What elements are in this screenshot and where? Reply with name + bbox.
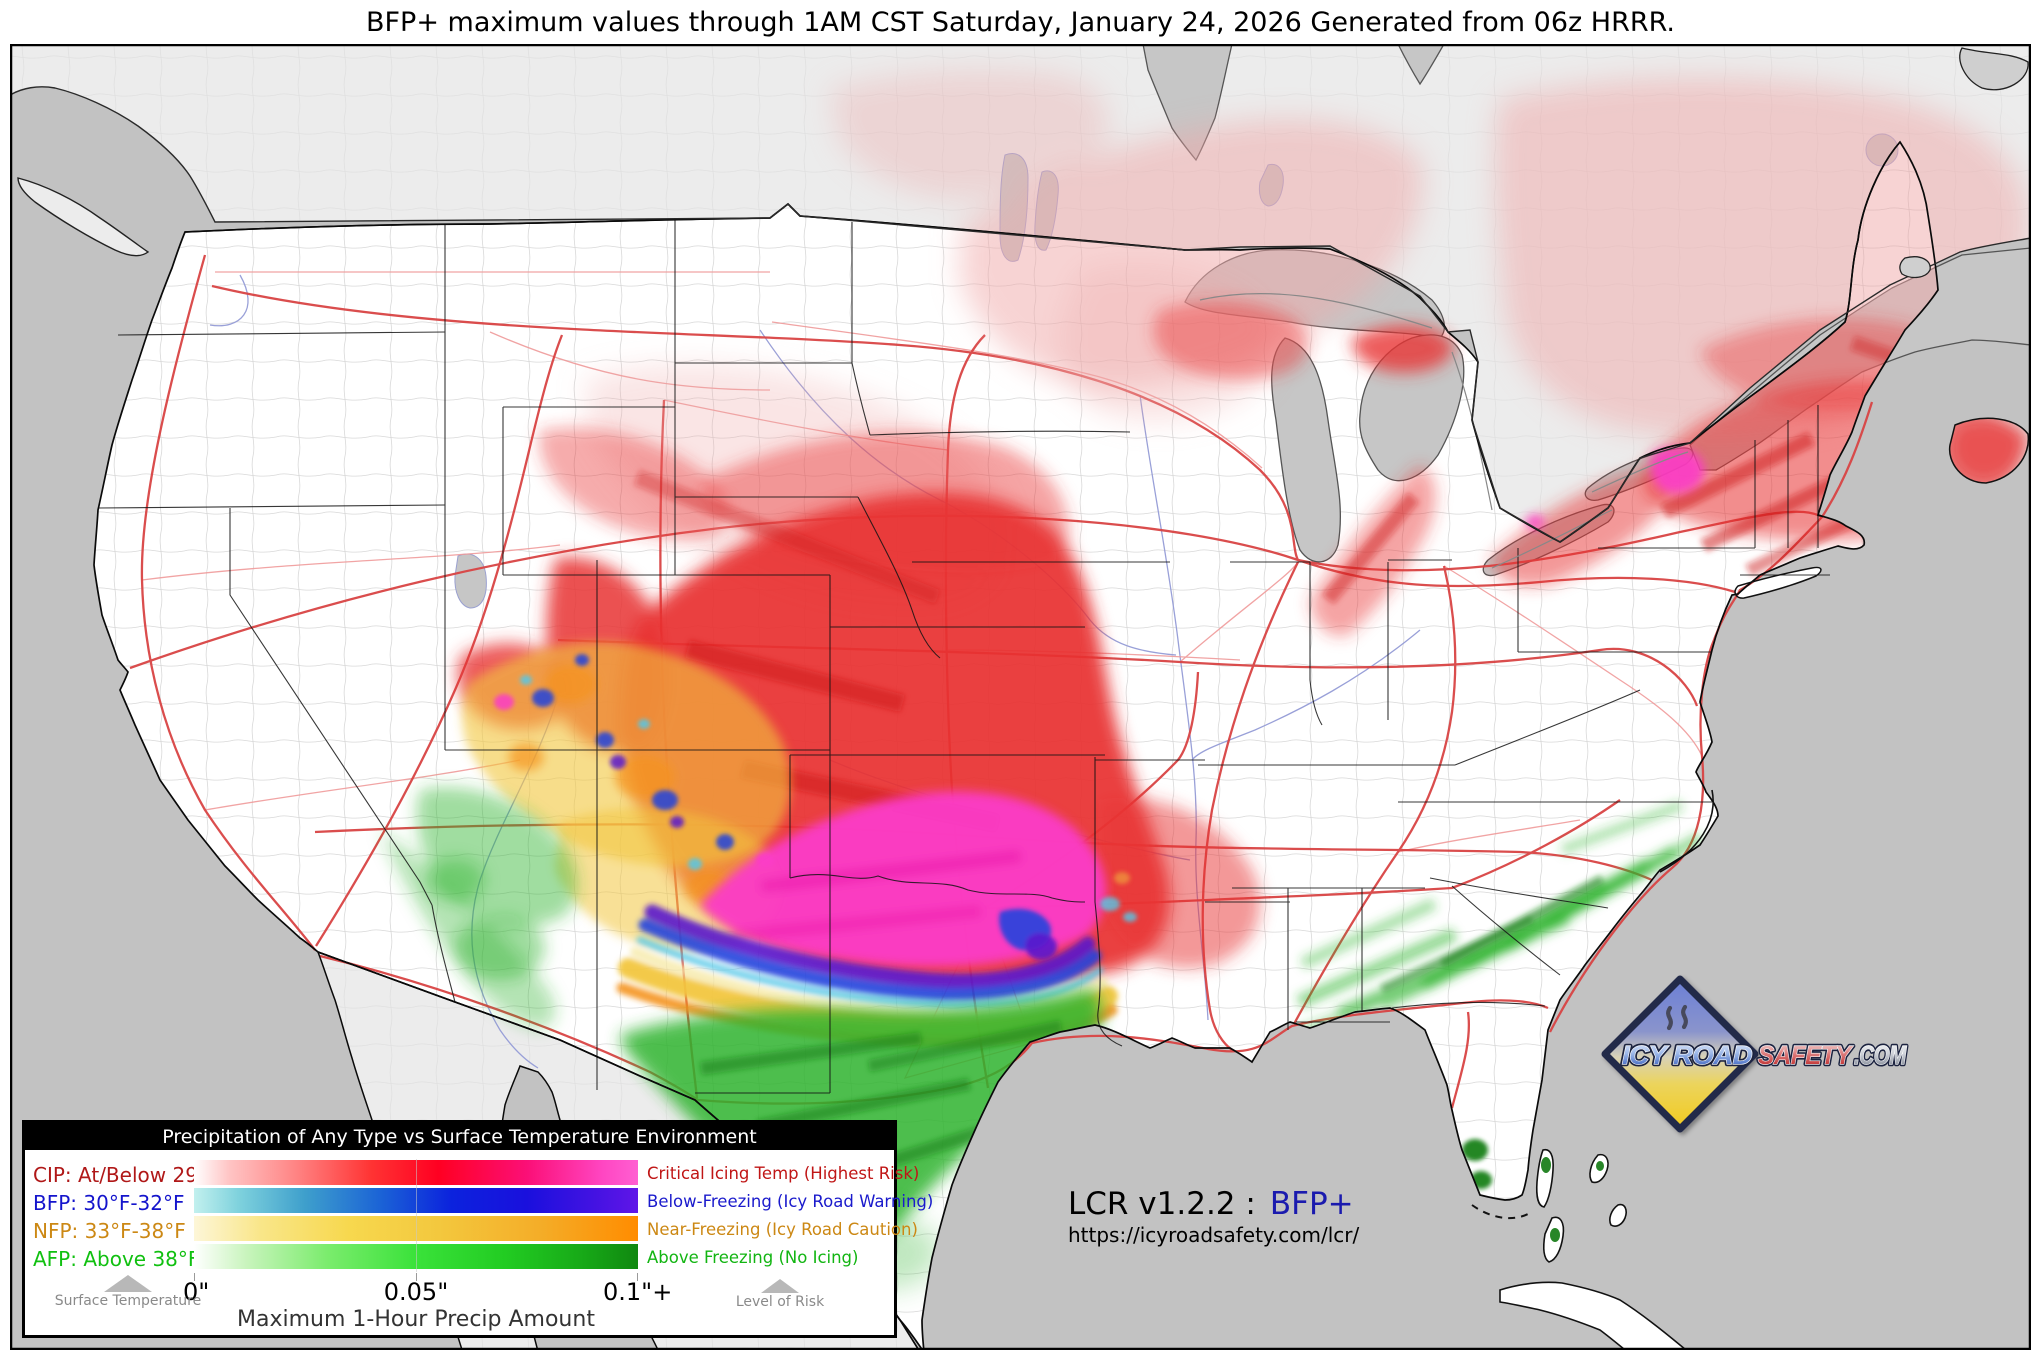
svg-text:.COM: .COM (1854, 1040, 1907, 1070)
map-frame-border (10, 44, 2031, 1350)
axis-label-mid: 0.05" (383, 1278, 449, 1306)
legend-risk-nfp: Near-Freezing (Icy Road Caution) (647, 1220, 918, 1239)
legend-risk-afp: Above Freezing (No Icing) (647, 1248, 859, 1267)
product-name: BFP+ (1269, 1186, 1354, 1222)
cuba (1499, 1281, 1688, 1350)
credit-url: https://icyroadsafety.com/lcr/ (1068, 1223, 1360, 1247)
axis-tick-mid (416, 1273, 417, 1281)
bahamas-green (1541, 1157, 1604, 1242)
legend-label-afp: AFP: Above 38°F/33°C (33, 1247, 256, 1271)
legend-risk-cip: Critical Icing Temp (Highest Risk) (647, 1164, 920, 1183)
level-of-risk-label: Level of Risk (735, 1294, 825, 1310)
x-axis-title: Maximum 1-Hour Precip Amount (237, 1307, 595, 1332)
legend-mid-gridline (416, 1159, 417, 1272)
lake-borders (1199, 292, 1689, 569)
legend-header: Precipitation of Any Type vs Surface Tem… (25, 1123, 894, 1150)
top-right-islands (1899, 47, 2029, 279)
axis-tick-0 (194, 1273, 195, 1281)
weather-overlay (380, 70, 2029, 1289)
warning-diamond-icon (1601, 975, 1759, 1133)
surface-temperature-axis: Surface Temperature (53, 1275, 203, 1310)
legend-label-cip: CIP: At/Below 29°F/-2°C (33, 1163, 271, 1187)
version-label: LCR v1.2.2 : (1068, 1186, 1256, 1222)
icyroadsafety-logo: ICY ROAD SAFETY .COM ICY ROAD SAFETY .CO… (1601, 975, 1910, 1133)
up-arrow-icon (761, 1279, 799, 1293)
coastlines (10, 44, 2031, 1350)
map-title: BFP+ maximum values through 1AM CST Satu… (366, 6, 1675, 38)
skid-marks-icon (1666, 1004, 1688, 1031)
overlay-florida-green (1462, 1139, 1492, 1189)
legend-risk-bfp: Below-Freezing (Icy Road Warning) (647, 1192, 934, 1211)
axis-label-0: 0" (183, 1278, 210, 1306)
great-salt-lake (454, 553, 487, 609)
state-borders (97, 218, 1830, 1094)
legend-label-bfp: BFP: 30°F-32°F (33, 1191, 185, 1215)
axis-label-max: 0.1"+ (603, 1278, 673, 1306)
credit-block: LCR v1.2.2 : BFP+ https://icyroadsafety.c… (1068, 1186, 1359, 1247)
logo-wordmark: ICY ROAD SAFETY .COM ICY ROAD SAFETY .CO… (1620, 1038, 1910, 1073)
overlay-green (380, 787, 1704, 1289)
axis-tick-max (637, 1273, 638, 1281)
svg-text:SAFETY: SAFETY (1758, 1040, 1854, 1070)
level-of-risk-axis: Level of Risk (725, 1279, 835, 1311)
logo-text-safety: SAFETY (1758, 1040, 1854, 1070)
legend-label-nfp: NFP: 33°F-38°F (33, 1219, 186, 1243)
overlay-band-blobs (999, 872, 1137, 960)
svg-text:ICY ROAD: ICY ROAD (1622, 1040, 1753, 1070)
map-canvas (10, 44, 2031, 1350)
lake-michigan (1271, 337, 1342, 563)
up-arrow-icon (104, 1275, 152, 1292)
surface-temperature-label: Surface Temperature (54, 1293, 202, 1309)
us-weather-map (10, 44, 2031, 1350)
legend-panel: Precipitation of Any Type vs Surface Tem… (22, 1120, 934, 1338)
logo-text-com: .COM (1854, 1040, 1907, 1070)
logo-text-icyroad: ICY ROAD (1622, 1040, 1753, 1070)
